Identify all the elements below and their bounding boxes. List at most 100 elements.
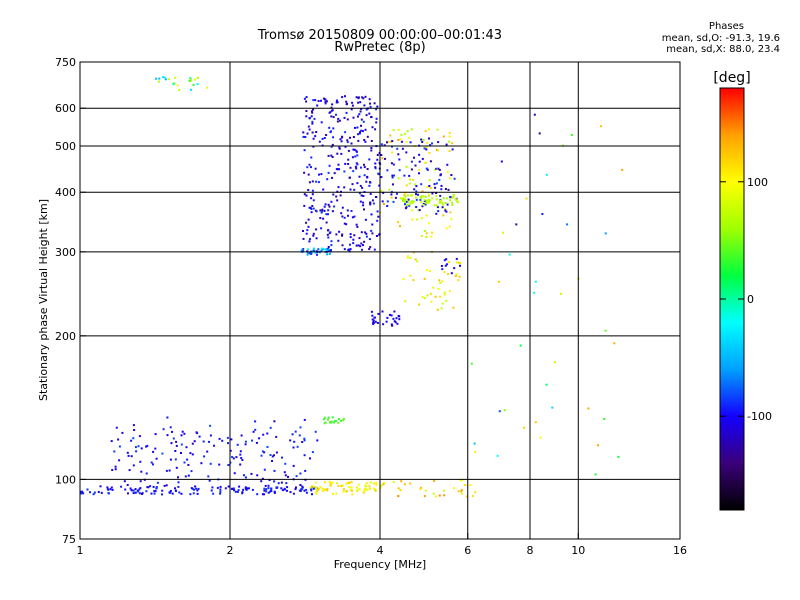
phases-heading: Phases — [708, 21, 744, 32]
data-point — [326, 489, 329, 492]
data-point — [276, 486, 279, 489]
data-point — [313, 249, 316, 252]
data-point — [413, 251, 415, 254]
data-point — [310, 156, 313, 159]
data-point — [371, 232, 374, 235]
data-point — [302, 135, 305, 138]
data-point — [453, 267, 456, 270]
data-point — [364, 488, 367, 491]
data-point — [327, 209, 330, 212]
data-point — [358, 132, 361, 135]
data-point — [360, 166, 362, 169]
data-point — [438, 178, 441, 181]
data-point — [346, 118, 349, 121]
data-point — [153, 490, 156, 493]
data-point — [539, 436, 542, 439]
data-point — [221, 439, 224, 442]
data-point — [413, 188, 416, 191]
data-point — [378, 184, 381, 187]
data-point — [369, 181, 371, 183]
data-point — [335, 233, 338, 236]
data-point — [441, 268, 444, 271]
data-point — [427, 194, 430, 197]
data-point — [150, 492, 153, 495]
data-point — [256, 493, 259, 496]
data-point — [209, 462, 212, 465]
data-point — [330, 115, 333, 118]
data-point — [301, 488, 304, 491]
data-point — [371, 318, 374, 321]
colorbar: [deg] 100 0 -100 — [713, 70, 772, 511]
data-point — [230, 438, 233, 441]
data-point — [310, 110, 313, 113]
data-point — [405, 151, 408, 154]
data-point — [308, 206, 311, 209]
data-point — [307, 218, 310, 221]
data-point — [397, 314, 400, 317]
data-point — [450, 218, 453, 221]
data-point — [352, 148, 355, 151]
data-point — [328, 126, 331, 129]
data-point — [197, 487, 200, 490]
data-point — [519, 344, 522, 347]
data-point — [337, 418, 340, 421]
data-point — [416, 218, 419, 221]
data-point — [460, 488, 463, 491]
data-point — [145, 445, 148, 448]
data-point — [138, 492, 141, 495]
data-point — [435, 192, 438, 194]
data-point — [525, 197, 528, 200]
data-point — [459, 264, 461, 267]
data-point — [330, 249, 332, 252]
data-point — [435, 182, 438, 185]
data-point — [194, 485, 197, 488]
data-point — [500, 160, 503, 163]
data-point — [155, 486, 158, 488]
data-point — [316, 104, 319, 107]
data-point — [437, 141, 440, 144]
data-point — [243, 474, 245, 477]
data-point — [193, 488, 195, 491]
data-point — [349, 166, 352, 169]
data-point — [474, 491, 477, 494]
data-point — [362, 120, 365, 123]
data-point — [171, 492, 174, 495]
data-point — [352, 242, 355, 245]
data-point — [315, 486, 318, 489]
data-point — [355, 244, 358, 247]
data-point — [337, 485, 340, 488]
data-point — [267, 487, 270, 490]
data-point — [425, 161, 427, 164]
data-point — [307, 189, 310, 191]
data-point — [129, 487, 132, 490]
data-point — [338, 230, 341, 233]
data-point — [327, 154, 330, 157]
data-point — [431, 142, 433, 145]
data-point — [432, 492, 435, 495]
data-point — [451, 201, 454, 204]
data-point — [449, 196, 452, 198]
data-point — [242, 488, 245, 491]
data-point — [306, 229, 309, 232]
data-point — [358, 488, 361, 491]
data-point — [170, 442, 173, 445]
data-point — [425, 214, 428, 217]
data-point — [322, 247, 324, 250]
data-point — [604, 232, 607, 235]
data-point — [440, 188, 443, 191]
data-point — [410, 128, 413, 131]
data-point — [405, 200, 408, 203]
data-point — [457, 261, 460, 264]
data-point — [219, 492, 222, 495]
data-point — [331, 176, 333, 179]
data-point — [99, 485, 102, 488]
data-point — [386, 141, 388, 144]
x-axis: 1 2 4 6 8 10 16 — [77, 533, 687, 557]
data-point — [533, 113, 536, 116]
data-point — [411, 218, 414, 221]
data-point — [405, 165, 408, 168]
data-point — [403, 174, 406, 177]
data-point — [241, 459, 244, 461]
data-point — [323, 488, 326, 491]
data-point — [365, 108, 368, 111]
